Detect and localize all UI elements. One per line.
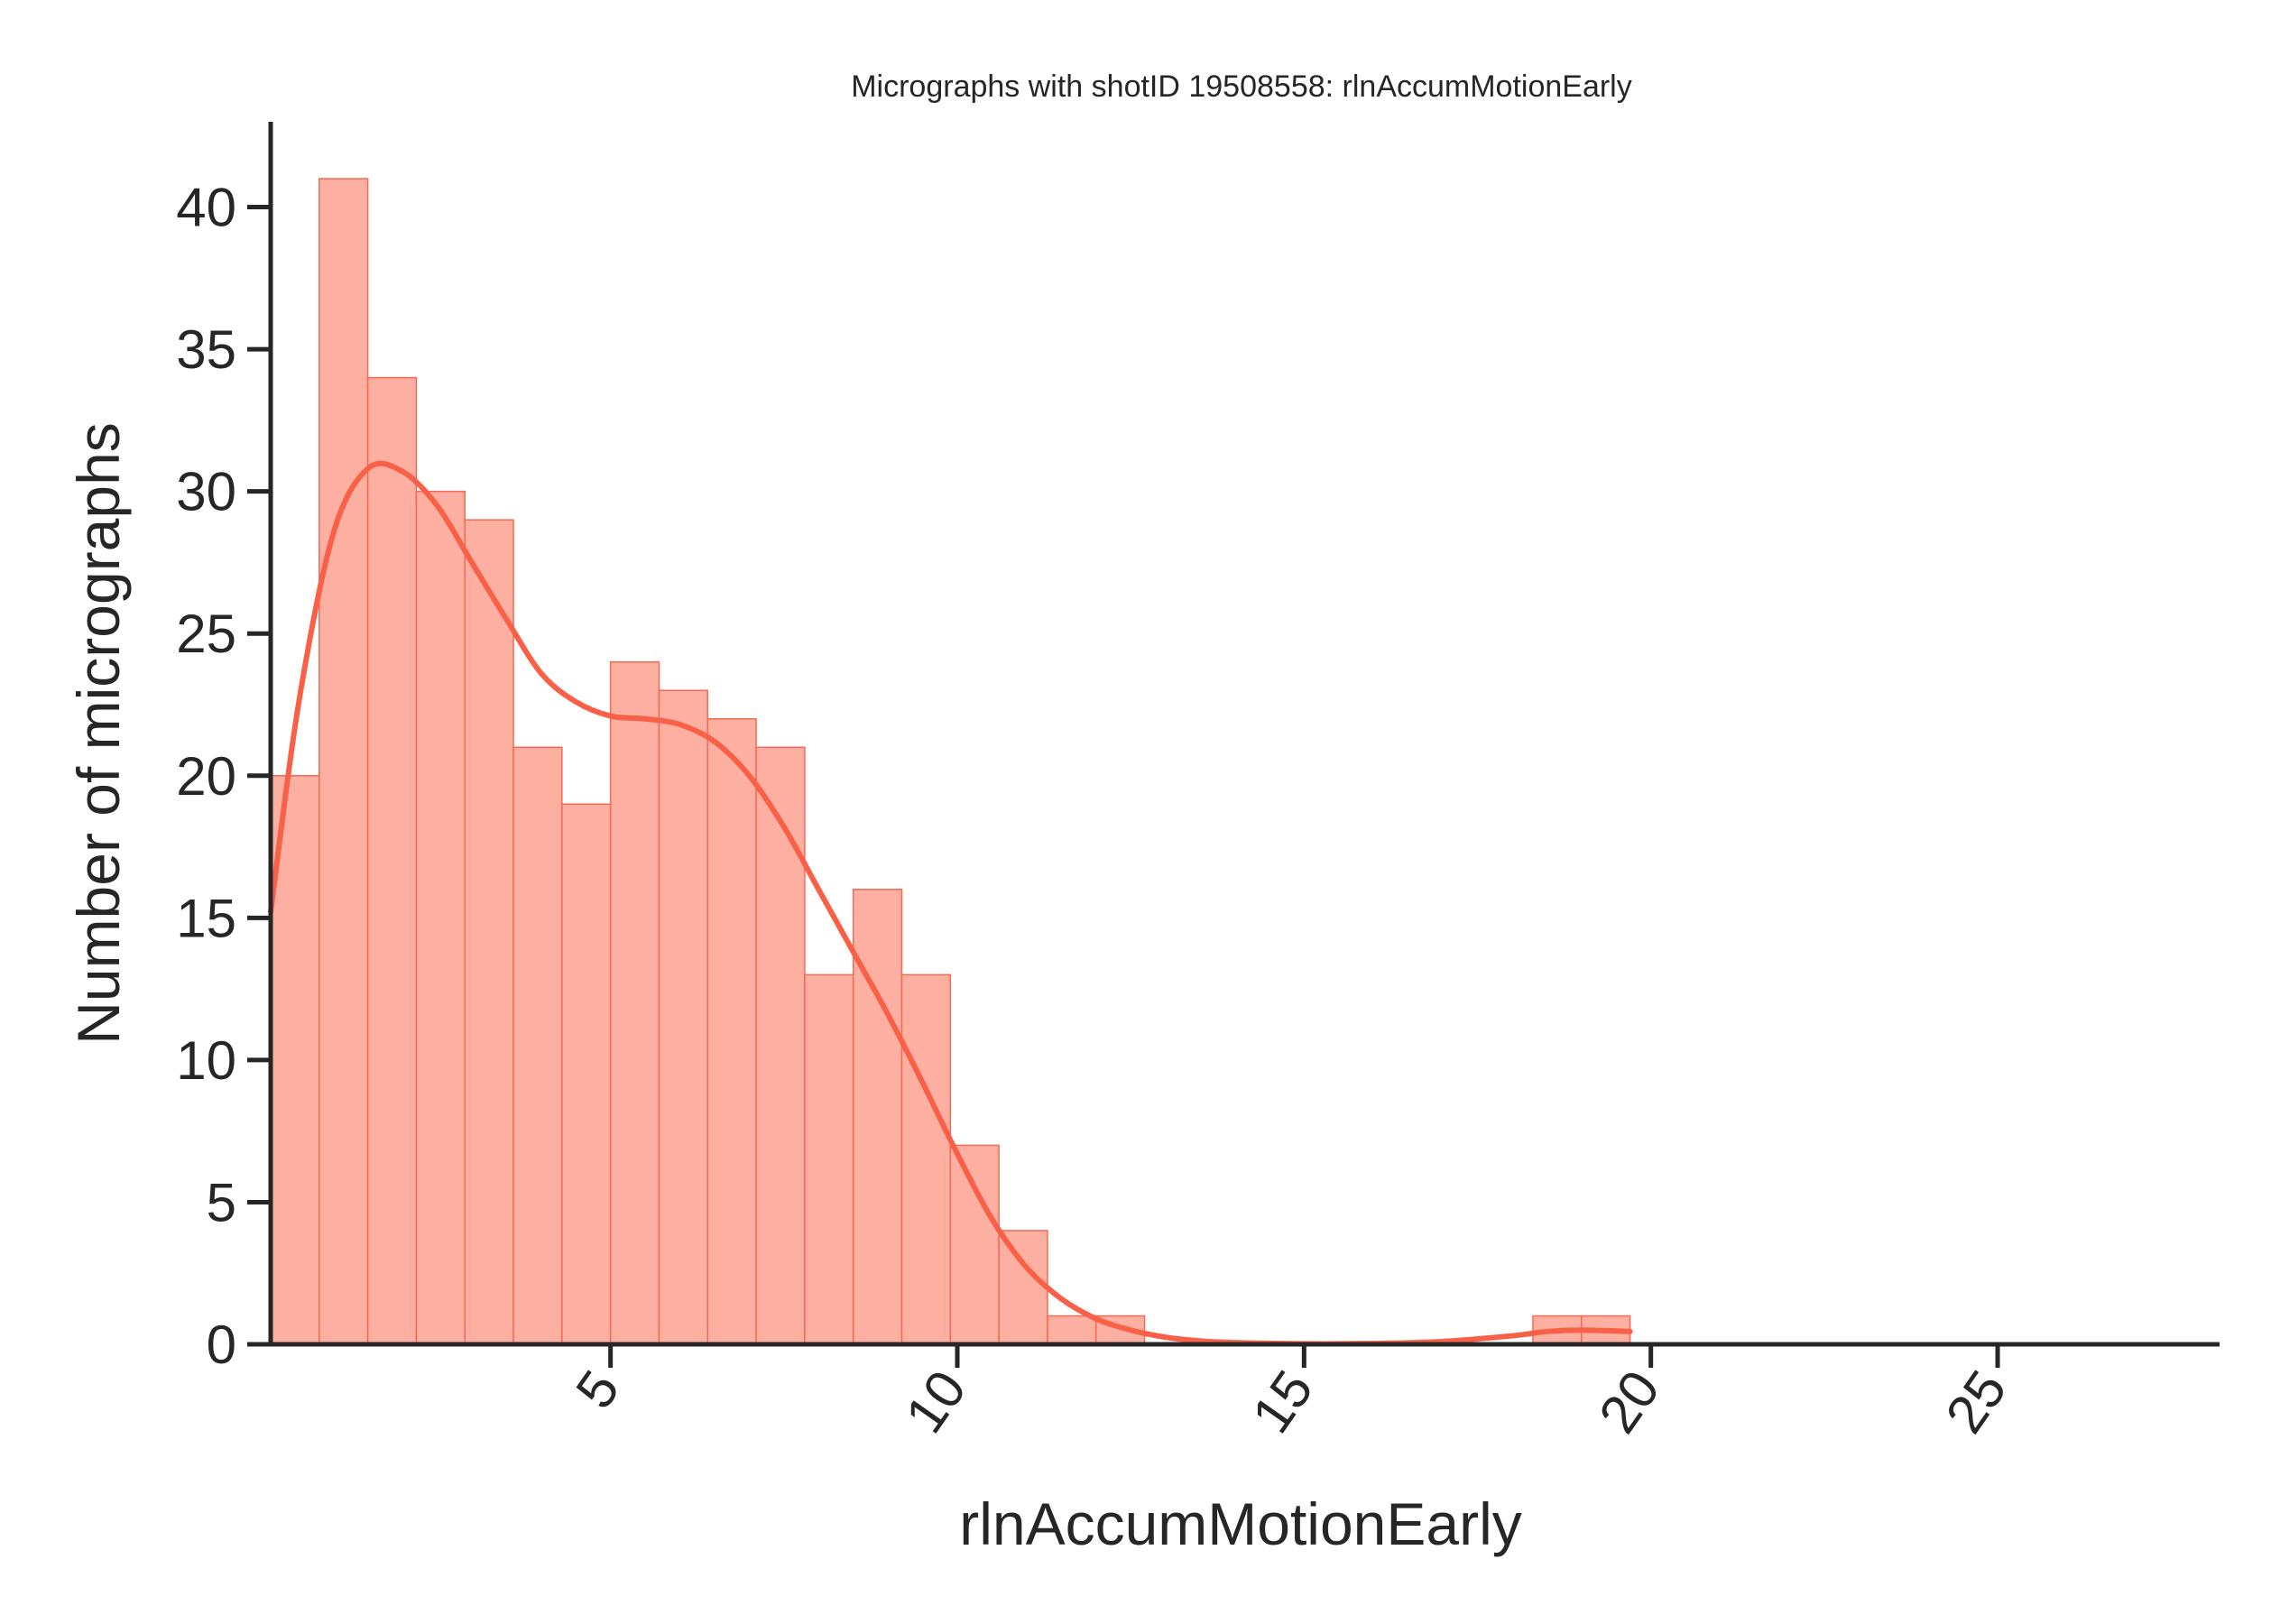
x-axis-label: rlnAccumMotionEarly <box>959 1490 1522 1557</box>
y-tick-label: 40 <box>176 178 236 238</box>
chart-title: Micrographs with shotID 19508558: rlnAcc… <box>851 69 1632 104</box>
histogram-bar <box>658 689 709 1345</box>
histogram-bar <box>949 1144 1000 1345</box>
y-tick-label: 15 <box>176 888 236 948</box>
histogram-bar <box>900 973 952 1345</box>
y-tick-label: 5 <box>207 1172 236 1232</box>
x-tick-label: 25 <box>1934 1360 2017 1444</box>
histogram-bar <box>998 1230 1048 1345</box>
histogram-bar <box>804 973 854 1345</box>
histogram-bar <box>561 803 612 1345</box>
y-tick-label: 35 <box>176 319 236 380</box>
x-tick-label: 5 <box>564 1360 631 1419</box>
histogram-bar <box>270 775 320 1345</box>
histogram-bar <box>366 376 418 1345</box>
x-tick-label: 15 <box>1241 1360 1325 1444</box>
y-tick-label: 30 <box>176 462 236 522</box>
x-tick-label: 10 <box>893 1360 977 1444</box>
histogram-bar <box>1047 1315 1097 1345</box>
histogram-bar <box>318 178 369 1345</box>
y-tick-label: 10 <box>176 1030 236 1091</box>
histogram-bar <box>512 746 563 1345</box>
y-tick-label: 0 <box>207 1315 236 1375</box>
y-tick-label: 25 <box>176 604 236 664</box>
histogram-bar <box>415 490 466 1345</box>
histogram-bar <box>464 519 514 1345</box>
histogram-bar <box>609 660 660 1345</box>
x-tick-label: 20 <box>1587 1360 1671 1444</box>
histogram-bar <box>706 717 757 1345</box>
histogram-bar <box>755 746 806 1345</box>
y-axis-label: Number of micrographs <box>65 422 132 1045</box>
y-tick-label: 20 <box>176 746 236 807</box>
histogram-bar <box>852 889 903 1345</box>
axes-layer <box>268 122 2220 1347</box>
bars-layer <box>270 178 1631 1345</box>
